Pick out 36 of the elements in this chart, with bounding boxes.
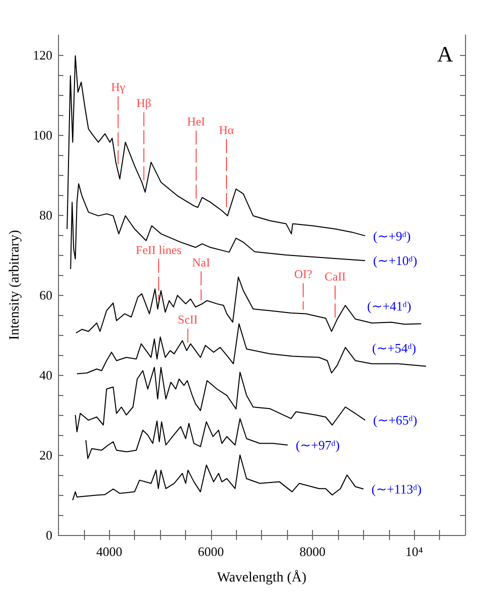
annotation: NaI	[192, 255, 210, 270]
x-axis-title: Wavelength (Å)	[216, 570, 307, 586]
line-series	[66, 55, 366, 236]
annotation: HeI	[187, 114, 206, 129]
line-series	[72, 454, 364, 501]
series-label: (∼+41ᵈ)	[367, 298, 412, 314]
y-tick-label: 100	[32, 128, 52, 142]
annotation: Hγ	[111, 80, 126, 94]
series-label: (∼+54ᵈ)	[372, 340, 416, 356]
y-tick-label: 20	[39, 448, 52, 462]
annotation: ScII	[178, 312, 198, 327]
y-tick-label: 80	[39, 208, 52, 222]
y-tick-label: 120	[32, 48, 52, 62]
y-tick-label: 40	[39, 368, 52, 382]
annotation: FeII lines	[136, 242, 182, 257]
x-tick-label: 6000	[198, 544, 224, 559]
line-series	[70, 183, 366, 270]
series-label: (∼+97ᵈ)	[296, 438, 340, 452]
series-label: (∼+113ᵈ)	[372, 482, 422, 496]
annotation: CaII	[324, 270, 346, 284]
line-series	[85, 418, 288, 460]
series-label: (∼+65ᵈ)	[373, 412, 418, 428]
y-axis-title: Intensity (arbitrary)	[8, 230, 22, 340]
y-tick-label: 0	[46, 528, 52, 542]
annotation: Hβ	[136, 96, 152, 110]
y-tick-label: 60	[39, 288, 52, 302]
annotation: A	[437, 42, 454, 66]
series-label: (∼+9ᵈ)	[373, 228, 411, 244]
line-series	[74, 366, 366, 432]
x-tick-label: 4000	[96, 544, 122, 559]
annotation: OI?	[294, 267, 312, 282]
annotation: Hα	[219, 123, 235, 137]
series-label: (∼+10ᵈ)	[373, 253, 418, 268]
line-series	[76, 323, 427, 374]
x-tick-label: 10⁴	[405, 544, 424, 559]
x-tick-label: 8000	[300, 544, 326, 559]
